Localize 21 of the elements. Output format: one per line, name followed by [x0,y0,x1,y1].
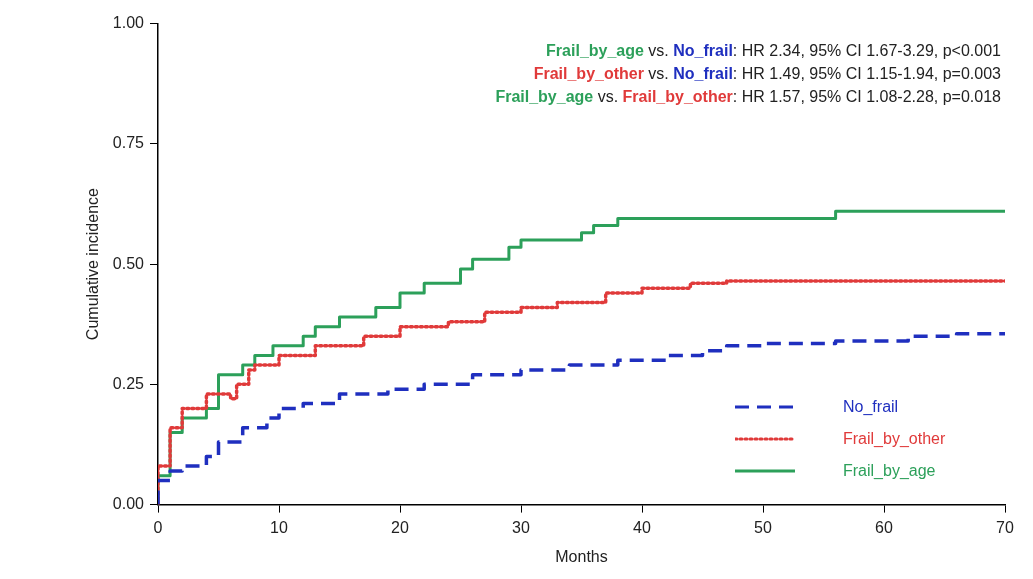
x-tick-label: 60 [875,518,893,536]
text: Frail_by_age [843,461,936,480]
y-tick-label: 0.25 [112,374,145,392]
text: Frail_by_other [843,429,946,448]
x-axis-title: Months [555,547,608,565]
x-tick-label: 50 [754,518,772,536]
y-tick-label: 0.00 [112,495,145,513]
x-tick-label: 10 [270,518,288,536]
annotation: Frail_by_other vs. No_frail: HR 1.49, 95% CI 1.15-1.94, p=0.003 [533,64,1002,82]
x-tick-label: 0 [153,518,163,536]
y-tick-label: 1.00 [112,14,145,32]
y-tick-label: 0.75 [112,134,145,152]
y-axis-title: Cumulative incidence [84,187,102,341]
annotation: Frail_by_age vs. No_frail: HR 2.34, 95% CI 1.67-3.29, p<0.001 [546,41,1002,59]
y-tick-label: 0.50 [112,254,145,272]
x-tick-label: 20 [391,518,409,536]
x-tick-label: 40 [633,518,651,536]
x-tick-label: 30 [512,518,530,536]
text: No_frail [843,397,899,416]
x-tick-label: 70 [996,518,1014,536]
annotation: Frail_by_age vs. Frail_by_other: HR 1.57, 95% CI 1.08-2.28, p=0.018 [495,87,1002,105]
